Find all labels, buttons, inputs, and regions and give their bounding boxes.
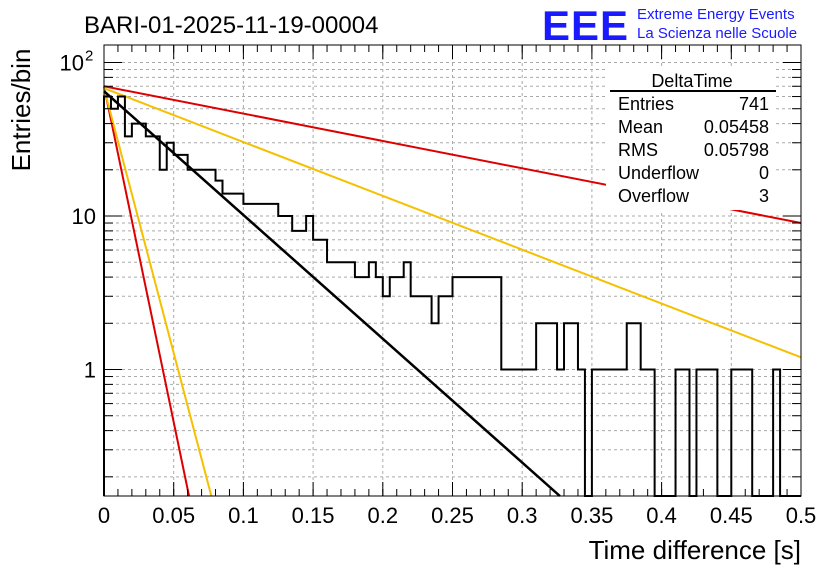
- x-tick-label: 0.4: [646, 503, 677, 528]
- x-tick-label: 0.3: [507, 503, 538, 528]
- y-axis-label: Entries/bin: [6, 49, 36, 172]
- y-tick-label: 10: [72, 204, 96, 229]
- x-tick-label: 0.45: [710, 503, 753, 528]
- stats-title: DeltaTime: [651, 71, 732, 91]
- chart-title: BARI-01-2025-11-19-00004: [84, 12, 378, 39]
- stats-box: DeltaTime Entries 741 Mean 0.05458 RMS 0.0579…: [606, 68, 776, 210]
- stats-row-value: 0: [759, 163, 769, 183]
- x-tick-label: 0: [98, 503, 110, 528]
- fit-line-yellow-slow: [103, 87, 802, 359]
- stats-row-value: 0.05798: [704, 140, 769, 160]
- stats-row-value: 0.05458: [704, 117, 769, 137]
- y-tick-label: 10: [60, 50, 84, 75]
- stats-row-value: 741: [739, 94, 769, 114]
- x-tick-label: 0.35: [570, 503, 613, 528]
- histogram: [103, 90, 801, 497]
- fit-line-red-fast: [103, 86, 191, 497]
- stats-row-label: Underflow: [618, 163, 700, 183]
- axis-ticks: 0 0.05 0.1 0.15 0.2 0.25 0.3 0.35 0.4 0.45 0.5 1 10 1…: [60, 45, 817, 528]
- x-tick-label: 0.1: [228, 503, 259, 528]
- x-tick-label: 0.2: [368, 503, 399, 528]
- x-tick-label: 0.5: [786, 503, 817, 528]
- stats-row-label: Overflow: [618, 186, 690, 206]
- y-tick-label: 1: [84, 358, 96, 383]
- x-tick-label: 0.05: [152, 503, 195, 528]
- y-tick-exponent: 2: [85, 47, 93, 64]
- stats-row-label: Mean: [618, 117, 663, 137]
- logo-line2: La Scienza nelle Scuole: [637, 25, 797, 42]
- fit-line-yellow-fast: [103, 87, 213, 497]
- x-tick-label: 0.15: [292, 503, 335, 528]
- x-axis-label: Time difference [s]: [589, 535, 801, 565]
- stats-row-label: Entries: [618, 94, 674, 114]
- x-tick-label: 0.25: [431, 503, 474, 528]
- stats-row-label: RMS: [618, 140, 658, 160]
- logo-line1: Extreme Energy Events: [637, 6, 795, 23]
- stats-row-value: 3: [759, 186, 769, 206]
- logo-mark: EEE: [542, 2, 629, 49]
- histogram-outline: [103, 95, 801, 497]
- fit-line-black-overlay: [103, 90, 561, 497]
